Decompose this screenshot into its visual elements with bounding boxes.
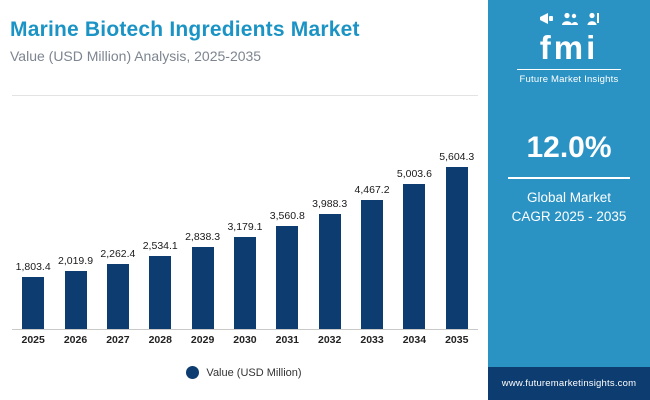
x-axis-label: 2028 [148,334,172,346]
x-axis-label: 2034 [402,334,427,346]
bar-group: 2,838.3 [182,231,223,329]
logo-icons [539,12,600,30]
x-axis-label: 2030 [233,334,257,346]
chart-panel: Marine Biotech Ingredients Market Value … [0,0,488,379]
bar [361,200,384,329]
fmi-logo: fmi Future Market Insights [517,12,621,85]
bar-group: 4,467.2 [352,184,393,329]
bar-group: 5,003.6 [394,168,435,329]
bar-group: 5,604.3 [436,151,477,329]
megaphone-icon [539,12,554,30]
bar-group: 3,560.8 [267,210,308,329]
bar [106,264,129,329]
cagr-label-line2: CAGR 2025 - 2035 [511,208,627,224]
bar [445,167,468,329]
bar [191,247,214,329]
bar [233,237,256,329]
x-axis-label: 2033 [360,334,384,346]
x-axis-label: 2026 [63,334,88,346]
x-axis-label: 2027 [106,334,130,346]
bar-value-label: 5,604.3 [439,151,475,163]
x-axis-label: 2031 [275,334,299,346]
bar-group: 3,988.3 [309,198,350,329]
bar-value-label: 2,838.3 [185,231,221,243]
person-flag-icon [586,12,600,30]
people-icon [561,12,579,30]
logo-wordmark: fmi [539,29,599,66]
cagr-value: 12.0% [526,130,612,164]
x-axis: 2025 2026 2027 2028 2029 2030 2031 2032 2033 2034… [12,334,478,346]
bar-value-label: 2,262.4 [100,248,136,260]
cagr-divider [508,176,630,179]
bar-value-label: 4,467.2 [354,184,390,196]
sidebar-footer: www.futuremarketinsights.com [488,367,650,400]
page-title: Marine Biotech Ingredients Market [10,18,360,41]
x-axis-label: 2029 [190,334,215,346]
legend-marker-icon [186,366,200,379]
chart-legend: Value (USD Million) [0,366,488,379]
cagr-label-line1: Global Market [526,189,612,205]
legend-label: Value (USD Million) [206,366,302,379]
bar-group: 1,803.4 [13,261,54,329]
bar [318,214,341,329]
website-url: www.futuremarketinsights.com [501,378,637,389]
bar-group: 3,179.1 [224,221,265,329]
bar-value-label: 3,988.3 [312,198,348,210]
bar-value-label: 1,803.4 [15,261,51,273]
bar [403,184,426,329]
brand-sidebar: fmi Future Market Insights 12.0% Global … [488,0,650,400]
bar-value-label: 5,003.6 [396,168,432,180]
bar-chart: 1,803.4 2,019.9 2,262.4 2,534.1 2,838.3 3,179… [12,95,478,330]
logo-rule [517,68,621,70]
page-subtitle: Value (USD Million) Analysis, 2025-2035 [10,48,262,64]
bar [276,226,299,329]
bar-area: 1,803.4 2,019.9 2,262.4 2,534.1 2,838.3 3,179… [12,96,478,330]
bar-group: 2,262.4 [97,248,138,329]
bar [64,271,87,329]
bar [22,277,45,329]
chart-header: Marine Biotech Ingredients Market Value … [0,0,488,64]
bar-value-label: 2,534.1 [142,240,178,252]
brand-name: Future Market Insights [519,73,619,85]
cagr-label: Global Market CAGR 2025 - 2035 [512,189,627,227]
bar-group: 2,019.9 [55,255,96,329]
x-axis-label: 2032 [318,334,342,346]
bar-value-label: 2,019.9 [58,255,94,267]
bar-value-label: 3,179.1 [227,221,263,233]
x-axis-label: 2035 [445,334,469,346]
bar-value-label: 3,560.8 [269,210,305,222]
bar [149,256,172,329]
bar-group: 2,534.1 [140,240,181,329]
x-axis-label: 2025 [21,334,45,346]
